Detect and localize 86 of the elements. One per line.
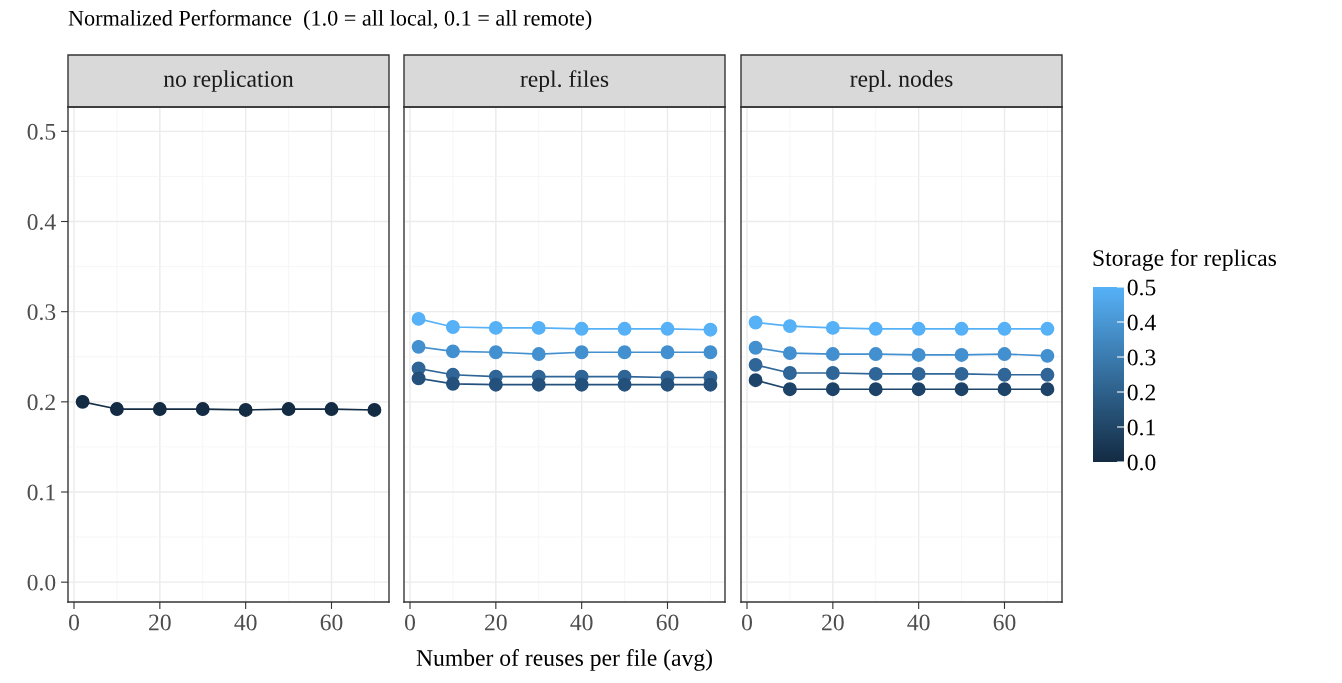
point	[617, 377, 632, 392]
point	[868, 321, 883, 336]
y-tick-label: 0.0	[27, 574, 56, 591]
x-tick-label: 0	[742, 614, 753, 631]
point	[488, 320, 503, 335]
x-tick-label: 0	[405, 614, 416, 631]
point	[997, 347, 1012, 361]
point	[997, 382, 1012, 397]
point	[703, 345, 718, 360]
point	[574, 345, 589, 360]
x-tick-label: 60	[993, 614, 1016, 631]
point	[660, 321, 675, 336]
point	[868, 382, 883, 397]
color-bar-title: Storage for replicas	[1093, 249, 1277, 271]
chart-title: repl. nodes	[850, 70, 953, 92]
y-axis-title: Normalized Performance (1.0 = all local, 0.1 = all remote)	[68, 9, 592, 31]
y-tick-label: 0.2	[27, 394, 55, 411]
point	[782, 366, 797, 380]
point	[782, 319, 797, 334]
point	[782, 382, 797, 397]
point	[1040, 321, 1055, 336]
point	[703, 377, 718, 392]
point	[954, 382, 969, 397]
point	[574, 377, 589, 392]
point	[411, 371, 426, 386]
point	[617, 321, 632, 336]
point	[445, 376, 460, 391]
x-tick-label: 20	[485, 614, 507, 631]
point	[868, 347, 883, 361]
point	[488, 377, 503, 392]
color-bar-label: 0.5	[1127, 279, 1156, 296]
point	[782, 346, 797, 361]
point	[954, 348, 969, 362]
point	[748, 340, 763, 355]
point	[703, 322, 718, 337]
point	[531, 347, 546, 361]
point	[660, 377, 675, 392]
x-axis-title: Number of reuses per file (avg)	[416, 649, 712, 671]
color-bar-label: 0.1	[1127, 419, 1155, 436]
point	[1040, 382, 1055, 397]
y-tick-label: 0.3	[27, 304, 56, 321]
point	[911, 348, 926, 362]
color-bar-label: 0.0	[1127, 454, 1156, 471]
point	[868, 366, 883, 381]
point	[825, 347, 840, 361]
point	[488, 345, 503, 360]
x-tick-label: 40	[907, 614, 930, 631]
y-tick-label: 0.1	[27, 484, 55, 501]
color-bar-label: 0.2	[1127, 384, 1155, 401]
x-tick-label: 0	[69, 614, 80, 631]
point	[660, 345, 675, 360]
x-tick-label: 20	[149, 614, 171, 631]
point	[825, 320, 840, 335]
point	[911, 321, 926, 336]
point	[411, 339, 426, 354]
point	[748, 357, 763, 372]
chart-title: repl. files	[520, 70, 609, 92]
point	[1040, 367, 1055, 382]
point	[411, 311, 426, 326]
point	[911, 382, 926, 397]
point	[748, 373, 763, 388]
point	[954, 321, 969, 336]
point	[617, 345, 632, 360]
x-tick-label: 40	[234, 614, 257, 631]
point	[531, 377, 546, 392]
point	[997, 321, 1012, 336]
point	[911, 366, 926, 381]
point	[574, 321, 589, 336]
x-tick-label: 40	[570, 614, 593, 631]
point	[748, 315, 763, 330]
y-tick-label: 0.5	[27, 123, 56, 140]
chart-title: no replication	[163, 70, 294, 92]
x-tick-label: 60	[320, 614, 343, 631]
point	[997, 367, 1012, 382]
point	[445, 320, 460, 334]
x-tick-label: 60	[656, 614, 679, 631]
point	[1040, 348, 1055, 363]
x-tick-label: 20	[822, 614, 844, 631]
point	[954, 366, 969, 381]
y-tick-label: 0.4	[27, 214, 56, 231]
color-bar-label: 0.3	[1127, 349, 1156, 366]
point	[825, 382, 840, 397]
point	[531, 320, 546, 335]
point	[825, 366, 840, 380]
point	[445, 344, 460, 359]
color-bar-label: 0.4	[1127, 314, 1156, 331]
